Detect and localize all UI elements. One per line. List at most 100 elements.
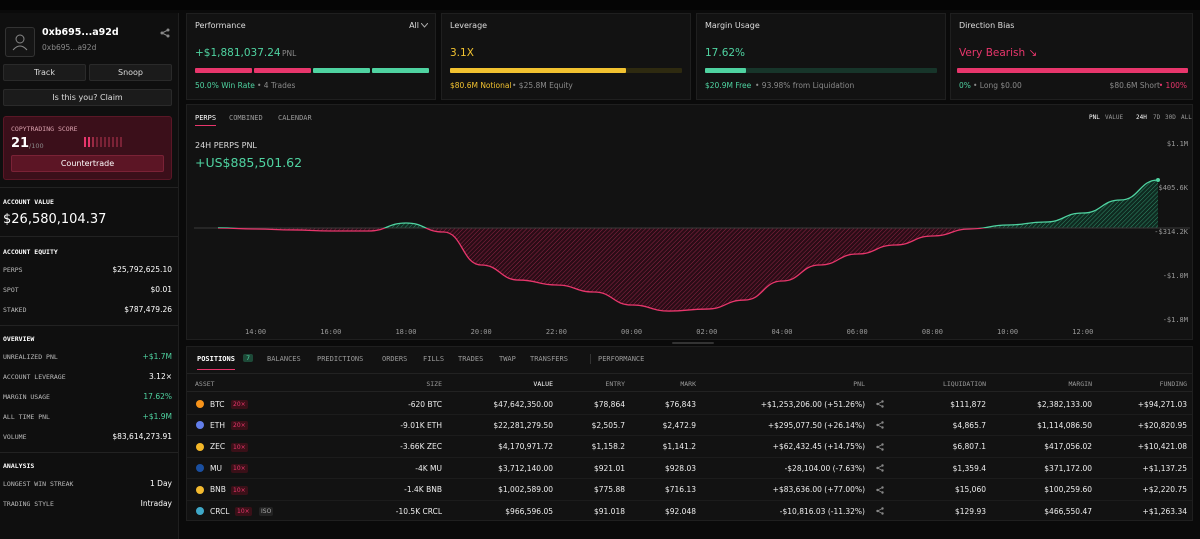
bar-track xyxy=(705,68,937,73)
cell-mark: $928.03 xyxy=(664,463,696,473)
short-value: $80.6M Short xyxy=(1109,81,1160,90)
leverage-card: Leverage 3.1X $80.6M Notional • $25.8M E… xyxy=(441,13,691,100)
notional: $80.6M Notional xyxy=(450,81,512,90)
share-icon[interactable] xyxy=(876,507,884,515)
avatar xyxy=(5,27,35,57)
margin-value: 17.62% xyxy=(705,47,746,59)
mode-toggle[interactable]: PNL xyxy=(1089,114,1100,121)
stat-label: MARGIN USAGE xyxy=(3,393,50,401)
cell-liquidation: $111,872 xyxy=(950,399,986,409)
cell-mark: $76,843 xyxy=(664,399,696,409)
stat-value: $787,479.26 xyxy=(124,305,172,314)
resize-handle[interactable] xyxy=(672,342,714,344)
asset-icon xyxy=(196,507,204,515)
column-header[interactable]: ENTRY xyxy=(605,380,625,388)
card-title: Performance xyxy=(195,21,246,30)
cell-mark: $92.048 xyxy=(664,506,696,516)
positions-tab[interactable]: ORDERS xyxy=(382,355,408,363)
cell-mark: $1,141.2 xyxy=(662,442,696,452)
win-rate: 50.0% Win Rate xyxy=(195,81,255,90)
divider xyxy=(0,187,178,188)
positions-panel: POSITIONS BALANCES PREDICTIONS ORDERS FILLS T… xyxy=(186,346,1193,521)
pnl-value: +$1,881,037.24 xyxy=(195,47,281,59)
range-toggle[interactable]: 24H xyxy=(1136,114,1147,121)
column-header[interactable]: MARGIN xyxy=(1068,380,1092,388)
column-header[interactable]: ASSET xyxy=(195,380,215,388)
positions-tab[interactable]: TRADES xyxy=(458,355,484,363)
asset-name[interactable]: CRCL xyxy=(210,506,230,516)
x-tick-label: 08:00 xyxy=(922,328,943,336)
address-short[interactable]: 0xb695...a92d xyxy=(42,43,97,52)
share-icon[interactable] xyxy=(876,443,884,451)
y-tick-label: -$314.2K xyxy=(1154,228,1189,236)
filter[interactable]: All xyxy=(409,21,419,30)
asset-name[interactable]: BNB xyxy=(210,485,226,495)
claim-button[interactable]: Is this you? Claim xyxy=(3,89,172,106)
stat-label: STAKED xyxy=(3,306,27,314)
leverage-badge: 20× xyxy=(231,400,248,409)
positions-tab[interactable]: TRANSFERS xyxy=(530,355,568,363)
column-header[interactable]: VALUE xyxy=(533,380,553,388)
chevron[interactable] xyxy=(421,23,428,28)
cell-margin: $2,382,133.00 xyxy=(1037,399,1092,409)
view-tab[interactable]: CALENDAR xyxy=(278,114,312,122)
overview-title: OVERVIEW xyxy=(3,335,35,343)
stat-value: 3.12× xyxy=(149,372,172,381)
mode-toggle[interactable]: VALUE xyxy=(1105,114,1124,121)
positions-tab[interactable]: BALANCES xyxy=(267,355,301,363)
asset-name[interactable]: ZEC xyxy=(210,442,226,452)
share-icon[interactable] xyxy=(160,28,170,38)
equity: • $25.8M Equity xyxy=(512,81,573,90)
tab-separator xyxy=(590,354,591,364)
positions-tab[interactable]: FILLS xyxy=(423,355,445,363)
cell-pnl: -$10,816.03 (-11.32%) xyxy=(779,506,865,516)
share-icon[interactable] xyxy=(876,485,884,494)
card-title: Direction Bias xyxy=(959,21,1015,30)
leverage-badge: 10× xyxy=(231,464,248,474)
view-tab[interactable]: COMBINED xyxy=(229,114,263,122)
account-value: $26,580,104.37 xyxy=(3,212,107,227)
cell-funding: +$1,263.34 xyxy=(1142,506,1187,516)
column-header[interactable]: PNL xyxy=(853,380,865,388)
cell-value: $966,596.05 xyxy=(505,506,553,516)
positions-tab[interactable]: PREDICTIONS xyxy=(317,355,364,363)
column-header[interactable]: FUNDING xyxy=(1159,380,1187,388)
positions-tab[interactable]: PERFORMANCE xyxy=(598,355,645,363)
x-tick-label: 00:00 xyxy=(621,328,642,336)
x-tick-label: 18:00 xyxy=(395,328,416,336)
stat-value: $0.01 xyxy=(150,285,172,294)
column-header[interactable]: LIQUIDATION xyxy=(942,380,986,388)
share-icon[interactable] xyxy=(876,400,884,408)
cell-mark: $2,472.9 xyxy=(662,420,696,430)
range-toggle[interactable]: 7D xyxy=(1153,114,1161,121)
cell-liquidation: $6,807.1 xyxy=(952,442,986,452)
cell-size: -9.01K ETH xyxy=(400,420,442,430)
margin-mode-badge: ISO xyxy=(259,507,274,516)
asset-name[interactable]: BTC xyxy=(210,399,225,409)
column-header[interactable]: SIZE xyxy=(426,380,442,388)
positions-tab[interactable]: TWAP xyxy=(499,355,516,363)
asset-name[interactable]: ETH xyxy=(210,420,225,430)
track-button[interactable]: Track xyxy=(3,64,86,81)
countertrade-button[interactable]: Countertrade xyxy=(11,155,164,172)
share-icon[interactable] xyxy=(876,421,884,430)
asset-icon xyxy=(196,421,204,430)
snoop-button[interactable]: Snoop xyxy=(89,64,172,81)
asset-name[interactable]: MU xyxy=(210,463,222,473)
cell-entry: $921.01 xyxy=(593,463,625,473)
trades: • 4 Trades xyxy=(257,81,296,90)
stat-value: 1 Day xyxy=(150,479,172,488)
cell-entry: $2,505.7 xyxy=(591,420,625,430)
share-icon[interactable] xyxy=(876,464,884,472)
range-toggle[interactable]: 30D xyxy=(1165,114,1176,121)
x-tick-label: 22:00 xyxy=(546,328,567,336)
cell-pnl: +$62,432.45 (+14.75%) xyxy=(772,442,865,452)
card-title: Leverage xyxy=(450,21,488,30)
score-bars xyxy=(84,137,122,147)
stat-value: $25,792,625.10 xyxy=(112,265,172,274)
positions-tab[interactable]: POSITIONS xyxy=(197,355,235,370)
column-header[interactable]: MARK xyxy=(680,380,696,388)
view-tab[interactable]: PERPS xyxy=(195,114,217,126)
range-toggle[interactable]: ALL xyxy=(1181,114,1192,121)
asset-icon xyxy=(196,485,204,494)
